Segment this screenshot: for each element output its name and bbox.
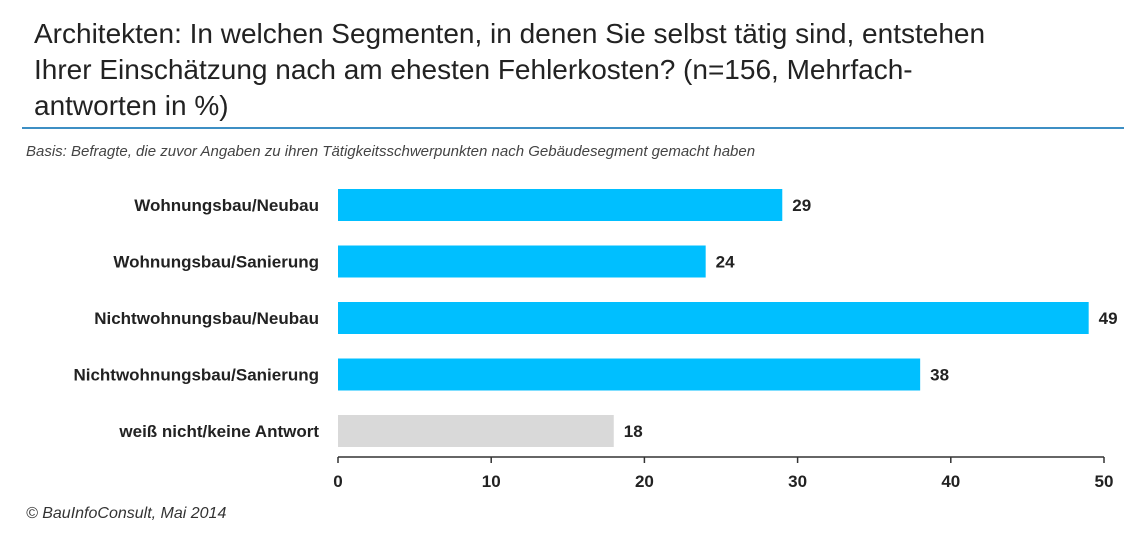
chart-subtitle: Basis: Befragte, die zuvor Angaben zu ih…: [26, 143, 756, 160]
data-label: 24: [716, 253, 735, 272]
category-label: Wohnungsbau/Sanierung: [113, 253, 319, 272]
bar: [338, 189, 783, 221]
data-label: 49: [1099, 309, 1118, 328]
bar: [338, 415, 614, 447]
x-tick-label: 10: [482, 472, 501, 491]
category-label: Nichtwohnungsbau/Neubau: [94, 309, 319, 328]
title-divider: [22, 127, 1124, 129]
data-label: 18: [624, 422, 643, 441]
bar: [338, 302, 1089, 334]
category-label: weiß nicht/keine Antwort: [118, 422, 319, 441]
source-note: © BauInfoConsult, Mai 2014: [26, 505, 227, 522]
x-tick-label: 0: [333, 472, 342, 491]
chart-title: Architekten: In welchen Segmenten, in de…: [34, 18, 986, 121]
x-tick-label: 20: [635, 472, 654, 491]
x-tick-label: 50: [1095, 472, 1114, 491]
x-tick-label: 40: [941, 472, 960, 491]
bar: [338, 245, 706, 278]
category-label: Nichtwohnungsbau/Sanierung: [73, 366, 319, 385]
category-label: Wohnungsbau/Neubau: [134, 196, 319, 215]
data-label: 38: [930, 366, 949, 385]
bar: [338, 358, 921, 391]
data-label: 29: [792, 196, 811, 215]
x-tick-label: 30: [788, 472, 807, 491]
